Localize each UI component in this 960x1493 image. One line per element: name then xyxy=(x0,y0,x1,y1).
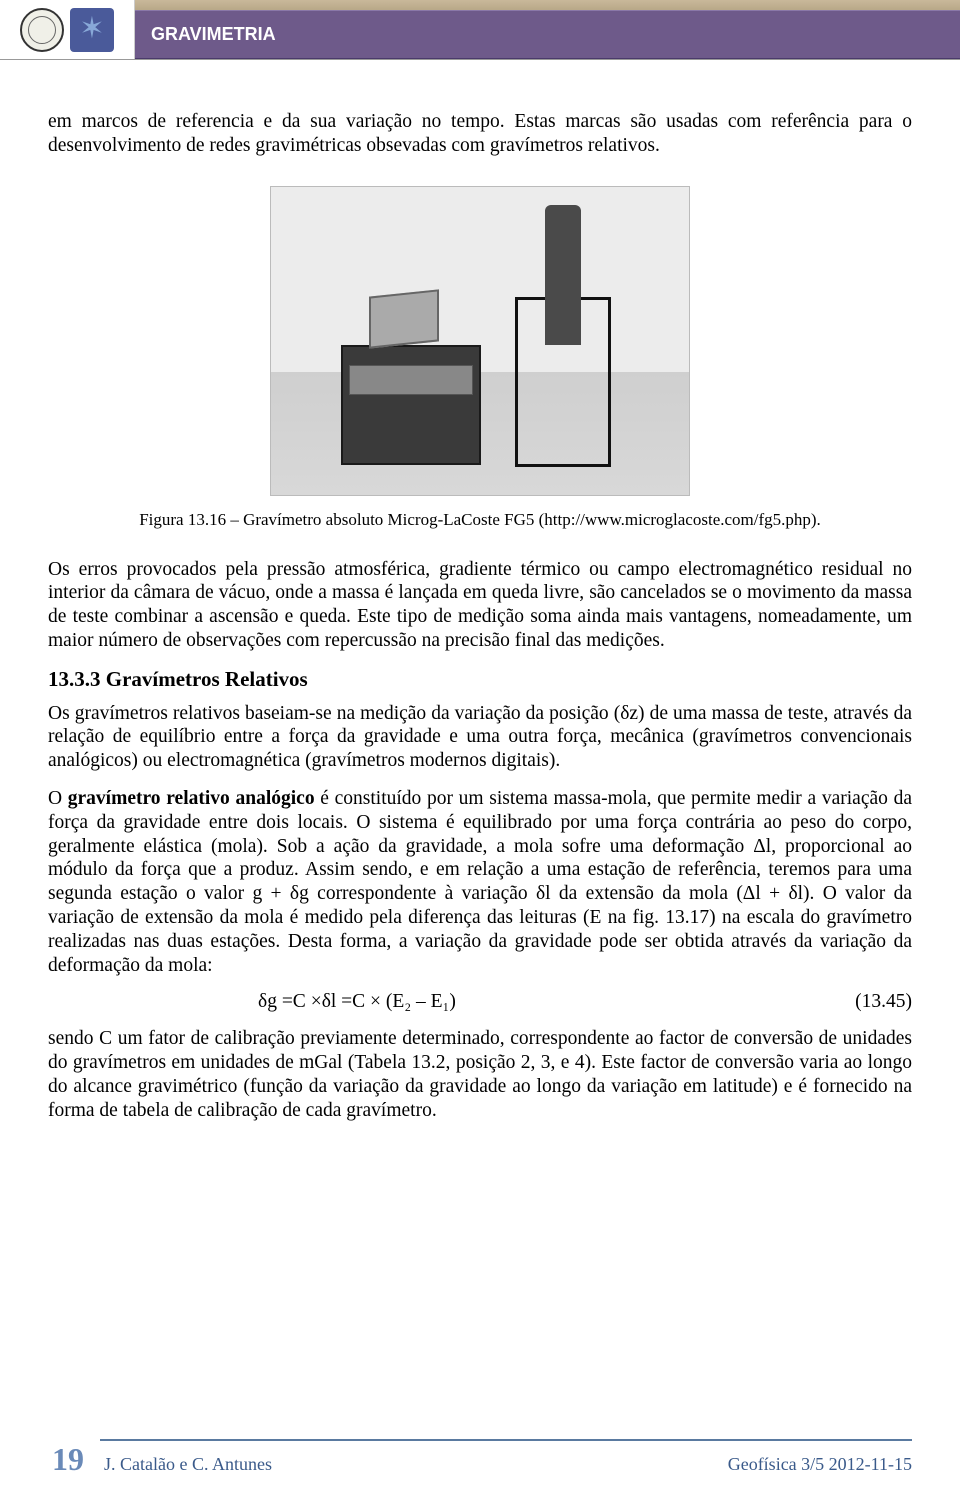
intro-paragraph: em marcos de referencia e da sua variaçã… xyxy=(48,110,912,158)
university-seal-icon xyxy=(20,8,64,52)
footer-rule xyxy=(100,1439,912,1441)
figure-block: Figura 13.16 – Gravímetro absoluto Micro… xyxy=(48,186,912,530)
equation-body: δg =C ×δl =C × (E₂ – E₁) xyxy=(258,991,456,1013)
figure-caption: Figura 13.16 – Gravímetro absoluto Micro… xyxy=(48,510,912,530)
paragraph-after-figure: Os erros provocados pela pressão atmosfé… xyxy=(48,558,912,653)
header-accent-bar xyxy=(135,0,960,10)
para2-bold-term: gravímetro relativo analógico xyxy=(68,788,315,809)
page-content: em marcos de referencia e da sua variaçã… xyxy=(0,60,960,1122)
header-title: GRAVIMETRIA xyxy=(135,10,960,59)
figure-image-placeholder xyxy=(270,186,690,496)
relative-gravimeter-paragraph-2: O gravímetro relativo analógico é consti… xyxy=(48,787,912,977)
laptop-icon xyxy=(369,289,439,348)
page-footer: 19 J. Catalão e C. Antunes Geofísica 3/5… xyxy=(0,1439,960,1475)
relative-gravimeter-paragraph-1: Os gravímetros relativos baseiam-se na m… xyxy=(48,702,912,773)
equation-row: δg =C ×δl =C × (E₂ – E₁) (13.45) xyxy=(48,991,912,1013)
equation-number: (13.45) xyxy=(855,991,912,1013)
para2-rest: é constituído por um sistema massa-mola,… xyxy=(48,788,912,975)
equipment-rack-icon xyxy=(341,345,481,465)
footer-authors: J. Catalão e C. Antunes xyxy=(100,1454,272,1475)
footer-row: 19 J. Catalão e C. Antunes Geofísica 3/5… xyxy=(36,1443,912,1475)
department-logo-icon xyxy=(70,8,114,52)
relative-gravimeter-paragraph-3: sendo C um fator de calibração previamen… xyxy=(48,1027,912,1122)
page-header: GRAVIMETRIA xyxy=(0,0,960,60)
header-logos xyxy=(0,0,135,59)
page-number: 19 xyxy=(36,1443,100,1475)
header-title-stripe: GRAVIMETRIA xyxy=(135,0,960,59)
footer-course-ref: Geofísica 3/5 2012-11-15 xyxy=(728,1454,912,1475)
section-heading: 13.3.3 Gravímetros Relativos xyxy=(48,667,912,692)
drop-chamber-cylinder-icon xyxy=(545,205,581,345)
para2-prefix: O xyxy=(48,788,68,809)
